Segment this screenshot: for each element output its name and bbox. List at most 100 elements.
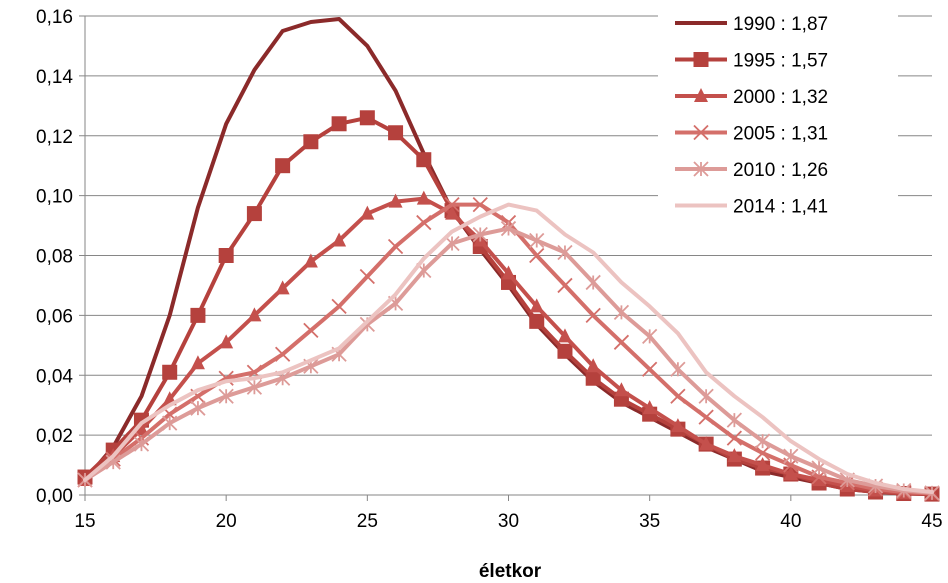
data-point [642, 328, 658, 344]
data-point [387, 238, 404, 255]
x-tick-label: 30 [498, 511, 519, 532]
data-point [190, 400, 206, 416]
data-point [360, 205, 375, 220]
data-point [500, 220, 517, 237]
data-point [557, 244, 573, 261]
data-point [331, 298, 347, 315]
legend-item: 2010 : 1,26 [675, 160, 828, 181]
legend-label: 2010 : 1,26 [733, 160, 828, 181]
data-point [274, 346, 291, 362]
legend-marker [693, 124, 709, 141]
legend-marker [694, 88, 708, 102]
data-point [190, 355, 205, 370]
x-tick-label: 45 [921, 511, 942, 532]
data-point [472, 196, 488, 213]
data-point [642, 400, 657, 415]
data-point [444, 196, 460, 213]
legend-label: 2014 : 1,41 [733, 197, 828, 218]
data-point [134, 421, 149, 436]
y-tick-label: 0,02 [36, 426, 73, 447]
data-point [783, 466, 798, 481]
data-point [133, 436, 150, 452]
data-point [331, 116, 347, 132]
legend-marker [693, 161, 709, 177]
x-tick-label: 35 [639, 511, 660, 532]
series-6 [83, 202, 934, 494]
data-point [670, 418, 685, 433]
series-5 [77, 220, 940, 501]
data-point [246, 379, 263, 395]
legend-label: 1995 : 1,57 [733, 51, 828, 72]
data-point [726, 430, 743, 446]
data-point [275, 158, 291, 174]
data-point [219, 334, 234, 349]
data-point [416, 190, 431, 205]
data-point [557, 277, 573, 294]
legend-item: 1990 : 1,87 [675, 14, 828, 35]
data-point [247, 307, 262, 322]
y-tick-label: 0,16 [36, 7, 73, 28]
legend-item: 2005 : 1,31 [675, 124, 828, 145]
data-point [586, 358, 601, 373]
x-tick-label: 40 [780, 511, 801, 532]
data-point [162, 364, 178, 380]
data-point [585, 370, 601, 386]
data-point [698, 388, 714, 404]
series-group [77, 17, 940, 502]
y-tick-label: 0,12 [36, 127, 73, 148]
data-point [388, 193, 403, 208]
legend-label: 2000 : 1,32 [733, 87, 828, 108]
x-tick-label: 20 [216, 511, 237, 532]
data-point [585, 274, 601, 291]
data-point [303, 322, 319, 338]
x-axis-ticks: 15 20 25 30 35 40 45 [74, 495, 943, 532]
legend-item: 2014 : 1,41 [675, 197, 828, 218]
data-point [755, 457, 770, 472]
data-point [754, 445, 771, 461]
data-point [445, 205, 460, 220]
data-point [529, 247, 545, 264]
series-line [83, 202, 934, 494]
y-tick-label: 0,10 [36, 187, 73, 208]
data-point [529, 298, 544, 313]
y-tick-label: 0,00 [36, 486, 73, 507]
data-point [613, 334, 630, 350]
y-tick-label: 0,04 [36, 366, 73, 387]
data-point [699, 436, 714, 451]
data-point [218, 248, 234, 263]
legend-item: 1995 : 1,57 [675, 51, 828, 72]
data-point [783, 448, 799, 464]
data-point [444, 235, 460, 252]
y-tick-label: 0,08 [36, 247, 73, 268]
data-point [642, 361, 658, 377]
data-point [246, 206, 262, 222]
legend-background [658, 4, 898, 222]
legend-marker [693, 52, 709, 67]
data-point [614, 382, 629, 397]
data-point [727, 448, 742, 463]
data-point [359, 268, 375, 285]
data-point [162, 415, 178, 431]
data-point [190, 307, 206, 323]
data-point [275, 280, 290, 295]
x-axis-label: életkor [479, 561, 542, 582]
data-point [585, 307, 601, 324]
y-tick-label: 0,06 [36, 306, 73, 327]
y-tick-label: 0,14 [36, 67, 73, 88]
legend-label: 1990 : 1,87 [733, 14, 828, 35]
data-point [670, 361, 686, 377]
data-point [557, 328, 572, 343]
data-point [529, 313, 545, 329]
data-point [218, 388, 234, 404]
data-point [472, 226, 488, 243]
data-point [303, 134, 319, 150]
data-point [613, 304, 630, 321]
data-point [332, 232, 347, 247]
legend: 1990 : 1,87 1995 : 1,57 2000 : 1,32 2005 : … [658, 4, 898, 222]
data-point [501, 265, 516, 280]
data-point [303, 253, 318, 268]
x-tick-label: 15 [74, 511, 95, 532]
data-point [670, 388, 686, 404]
y-axis-ticks: 0,00 0,02 0,04 0,06 0,08 0,10 0,12 0,14 0,16 [36, 7, 85, 507]
